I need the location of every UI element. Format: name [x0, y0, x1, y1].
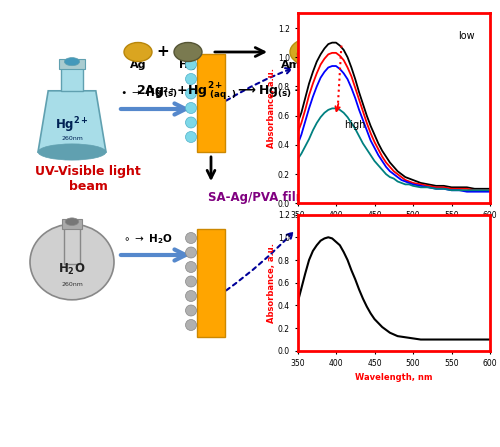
- Bar: [197, 229, 225, 337]
- Text: high: high: [344, 120, 366, 130]
- Circle shape: [302, 56, 304, 59]
- Circle shape: [186, 102, 196, 114]
- Ellipse shape: [30, 224, 114, 300]
- Circle shape: [186, 320, 196, 330]
- Ellipse shape: [174, 42, 202, 62]
- Text: $\circ$ $\rightarrow$ $\mathbf{H_2O}$: $\circ$ $\rightarrow$ $\mathbf{H_2O}$: [123, 232, 173, 246]
- Circle shape: [310, 58, 312, 61]
- Text: SA-Ag/PVA film: SA-Ag/PVA film: [208, 190, 308, 203]
- Text: $\mathbf{Hg^{2+}}$: $\mathbf{Hg^{2+}}$: [55, 115, 89, 135]
- Circle shape: [311, 53, 314, 56]
- Circle shape: [300, 46, 302, 49]
- Bar: [61, 64, 83, 91]
- Text: +: +: [156, 45, 170, 59]
- Circle shape: [305, 49, 308, 52]
- Circle shape: [314, 45, 317, 48]
- Circle shape: [186, 291, 196, 301]
- Ellipse shape: [64, 58, 80, 66]
- Circle shape: [186, 73, 196, 84]
- Circle shape: [320, 52, 323, 55]
- Ellipse shape: [66, 218, 78, 225]
- Text: $\mathbf{H_2O}$: $\mathbf{H_2O}$: [58, 261, 86, 277]
- X-axis label: Wavelength, nm: Wavelength, nm: [355, 226, 432, 235]
- Circle shape: [186, 276, 196, 287]
- Bar: [59, 59, 85, 69]
- Circle shape: [186, 59, 196, 70]
- Text: Ag: Ag: [130, 60, 146, 70]
- Circle shape: [298, 48, 300, 51]
- Circle shape: [320, 47, 322, 50]
- Text: UV-Visible light
beam: UV-Visible light beam: [35, 164, 141, 194]
- Text: $\mathbf{2Ag_{(s)}}$$\mathbf{ + Hg^{2+}_{\ (aq.)}}$$\mathbf{ \longrightarrow Hg_: $\mathbf{2Ag_{(s)}}$$\mathbf{ + Hg^{2+}_…: [136, 81, 364, 103]
- Circle shape: [186, 305, 196, 316]
- Ellipse shape: [290, 38, 330, 66]
- Circle shape: [308, 51, 312, 54]
- Circle shape: [186, 88, 196, 99]
- Ellipse shape: [124, 42, 152, 62]
- Circle shape: [186, 131, 196, 143]
- Text: 260nm: 260nm: [61, 282, 83, 287]
- Circle shape: [315, 51, 318, 54]
- Circle shape: [186, 247, 196, 258]
- Circle shape: [297, 53, 300, 55]
- Bar: [62, 219, 82, 229]
- Polygon shape: [38, 91, 106, 152]
- Text: Amalgam: Amalgam: [281, 60, 339, 70]
- Circle shape: [186, 232, 196, 244]
- Text: Hg: Hg: [180, 60, 196, 70]
- Text: $\bullet$ $\rightarrow$ $\mathbf{Hg^{2+}}$: $\bullet$ $\rightarrow$ $\mathbf{Hg^{2+}…: [120, 85, 176, 101]
- Bar: [64, 224, 80, 264]
- Circle shape: [313, 48, 316, 51]
- Bar: [197, 54, 225, 152]
- Circle shape: [186, 117, 196, 128]
- Text: low: low: [458, 30, 475, 41]
- Circle shape: [303, 51, 306, 54]
- Text: 260nm: 260nm: [61, 136, 83, 142]
- Y-axis label: Absorbance, a.u.: Absorbance, a.u.: [268, 68, 276, 148]
- X-axis label: Wavelength, nm: Wavelength, nm: [355, 373, 432, 382]
- Ellipse shape: [38, 144, 106, 160]
- Circle shape: [316, 56, 320, 59]
- Y-axis label: Absorbance, a.u.: Absorbance, a.u.: [268, 243, 276, 323]
- Circle shape: [306, 43, 309, 46]
- Circle shape: [186, 261, 196, 273]
